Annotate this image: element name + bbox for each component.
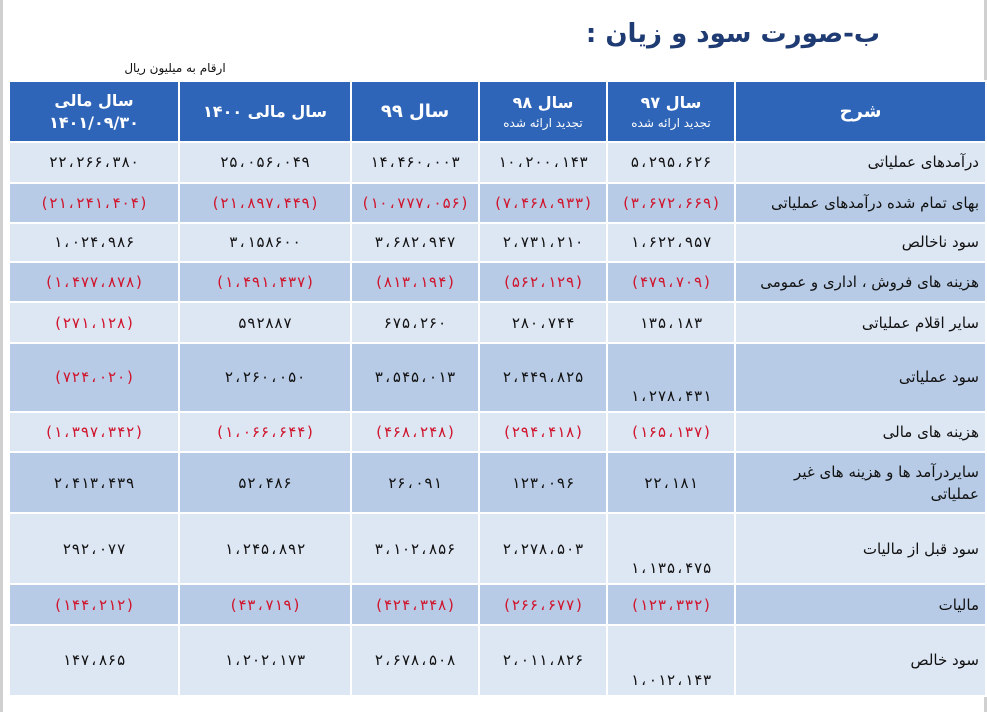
cell-y1401: ۲۹۲،۰۷۷ [8, 512, 180, 586]
cell-y1401: (۱،۳۹۷،۳۴۲) [8, 410, 180, 454]
cell-y99: (۴۶۸،۲۴۸) [350, 410, 480, 454]
cell-y1401: ۲،۴۱۳،۴۳۹ [8, 451, 180, 515]
cell-y99: (۴۲۴،۳۴۸) [350, 583, 480, 626]
cell-y1400: ۵۲،۴۸۶ [178, 451, 352, 515]
cell-y97: (۱۶۵،۱۳۷) [606, 410, 736, 454]
cell-y1401: (۷۲۴،۰۲۰) [8, 341, 180, 413]
cell-y99: ۱۴،۴۶۰،۰۰۳ [350, 141, 480, 184]
row-label: سود خالص [734, 623, 987, 698]
cell-y97: ۱،۰۱۲،۱۴۳ [606, 623, 736, 698]
cell-y99: ۲۶،۰۹۱ [350, 451, 480, 515]
cell-y98: ۱۰،۲۰۰،۱۴۳ [478, 141, 608, 184]
header-row: شرح سال ۹۷ تجدید ارائه شده سال ۹۸ تجدید … [8, 80, 987, 143]
row-label: سایر اقلام عملیاتی [734, 301, 987, 344]
cell-y98: ۲۸۰،۷۴۴ [478, 301, 608, 344]
cell-y1401: (۱،۴۷۷،۸۷۸) [8, 260, 180, 304]
row-label: بهای تمام شده درآمدهای عملیاتی [734, 181, 987, 225]
cell-y1400: ۱،۲۴۵،۸۹۲ [178, 512, 352, 586]
table-row: بهای تمام شده درآمدهای عملیاتی (۳،۶۷۲،۶۶۹… [8, 181, 987, 225]
cell-y1401: ۱۴۷،۸۶۵ [8, 623, 180, 698]
cell-y97: (۱۲۳،۳۳۲) [606, 583, 736, 626]
cell-y97: (۴۷۹،۷۰۹) [606, 260, 736, 304]
table-row: هزینه های فروش ، اداری و عمومی (۴۷۹،۷۰۹)(… [8, 260, 987, 304]
page-title: ب-صورت سود و زیان : [585, 19, 880, 49]
cell-y98: (۷،۴۶۸،۹۳۳) [478, 181, 608, 225]
cell-y1400: ۲،۲۶۰،۰۵۰ [178, 341, 352, 413]
header-year-1401: سال مالی ۱۴۰۱/۰۹/۳۰ [8, 80, 180, 143]
table-row: سود خالص ۱،۰۱۲،۱۴۳ ۲،۰۱۱،۸۲۶ ۲،۶۷۸،۵۰۸ ۱،۲۰۲… [8, 623, 987, 698]
row-label: درآمدهای عملیاتی [734, 141, 987, 184]
cell-y97: ۱،۶۲۲،۹۵۷ [606, 222, 736, 263]
cell-y97: ۱،۲۷۸،۴۳۱ [606, 341, 736, 413]
cell-y98: (۵۶۲،۱۲۹) [478, 260, 608, 304]
header-year-97: سال ۹۷ تجدید ارائه شده [606, 80, 736, 143]
cell-y1400: ۱،۲۰۲،۱۷۳ [178, 623, 352, 698]
cell-y1401: (۱۴۴،۲۱۲) [8, 583, 180, 626]
cell-y98: (۲۹۴،۴۱۸) [478, 410, 608, 454]
row-label: هزینه های مالی [734, 410, 987, 454]
cell-y99: ۲،۶۷۸،۵۰۸ [350, 623, 480, 698]
cell-y1400: (۱،۰۶۶،۶۴۴) [178, 410, 352, 454]
cell-y98: ۲،۲۷۸،۵۰۳ [478, 512, 608, 586]
table-row: مالیات (۱۲۳،۳۳۲) (۲۶۶،۶۷۷) (۴۲۴،۳۴۸) (۴۳،۷۱۹… [8, 583, 987, 626]
cell-y1401: ۲۲،۲۶۶،۳۸۰ [8, 141, 180, 184]
cell-y97: (۳،۶۷۲،۶۶۹) [606, 181, 736, 225]
table-row: سود قبل از مالیات ۱،۱۳۵،۴۷۵ ۲،۲۷۸،۵۰۳ ۳،۱۰۲… [8, 512, 987, 586]
cell-y1400: ۵۹۲۸۸۷ [178, 301, 352, 344]
header-year-1400: سال مالی ۱۴۰۰ [178, 80, 352, 143]
cell-y98: (۲۶۶،۶۷۷) [478, 583, 608, 626]
table-row: سایر اقلام عملیاتی ۱۳۵،۱۸۳ ۲۸۰،۷۴۴ ۶۷۵،۲۶۰ ۵… [8, 301, 987, 344]
table-row: سود ناخالص ۱،۶۲۲،۹۵۷ ۲،۷۳۱،۲۱۰ ۳،۶۸۲،۹۴۷ ۳،۱… [8, 222, 987, 263]
cell-y97: ۲۲،۱۸۱ [606, 451, 736, 515]
profit-loss-table: شرح سال ۹۷ تجدید ارائه شده سال ۹۸ تجدید … [8, 80, 987, 698]
header-desc: شرح [734, 80, 987, 143]
cell-y1400: (۴۳،۷۱۹) [178, 583, 352, 626]
cell-y97: ۵،۲۹۵،۶۲۶ [606, 141, 736, 184]
cell-y98: ۲،۰۱۱،۸۲۶ [478, 623, 608, 698]
header-year-99: سال ۹۹ [350, 80, 480, 143]
cell-y99: ۶۷۵،۲۶۰ [350, 301, 480, 344]
cell-y99: ۳،۱۰۲،۸۵۶ [350, 512, 480, 586]
cell-y99: (۸۱۳،۱۹۴) [350, 260, 480, 304]
row-label: سایردرآمد ها و هزینه های غیر عملیاتی [734, 451, 987, 515]
cell-y1401: ۱،۰۲۴،۹۸۶ [8, 222, 180, 263]
cell-y1400: ۲۵،۰۵۶،۰۴۹ [178, 141, 352, 184]
row-label: هزینه های فروش ، اداری و عمومی [734, 260, 987, 304]
cell-y98: ۲،۷۳۱،۲۱۰ [478, 222, 608, 263]
cell-y1401: (۲۱،۲۴۱،۴۰۴) [8, 181, 180, 225]
cell-y1400: (۱،۴۹۱،۴۳۷) [178, 260, 352, 304]
row-label: مالیات [734, 583, 987, 626]
cell-y99: (۱۰،۷۷۷،۰۵۶) [350, 181, 480, 225]
page-frame-left [0, 0, 3, 712]
cell-y97: ۱۳۵،۱۸۳ [606, 301, 736, 344]
table-row: درآمدهای عملیاتی ۵،۲۹۵،۶۲۶ ۱۰،۲۰۰،۱۴۳ ۱۴،۴۶… [8, 141, 987, 184]
cell-y1400: ۳،۱۵۸۶۰۰ [178, 222, 352, 263]
header-year-98: سال ۹۸ تجدید ارائه شده [478, 80, 608, 143]
row-label: سود ناخالص [734, 222, 987, 263]
cell-y1400: (۲۱،۸۹۷،۴۴۹) [178, 181, 352, 225]
cell-y1401: (۲۷۱،۱۲۸) [8, 301, 180, 344]
table-row: هزینه های مالی (۱۶۵،۱۳۷) (۲۹۴،۴۱۸) (۴۶۸،۲۴۸… [8, 410, 987, 454]
row-label: سود قبل از مالیات [734, 512, 987, 586]
unit-note: ارقام به میلیون ریال [124, 61, 226, 75]
cell-y98: ۱۲۳،۰۹۶ [478, 451, 608, 515]
cell-y98: ۲،۴۴۹،۸۲۵ [478, 341, 608, 413]
row-label: سود عملیاتی [734, 341, 987, 413]
table-row: سایردرآمد ها و هزینه های غیر عملیاتی ۲۲،۱… [8, 451, 987, 515]
table-row: سود عملیاتی ۱،۲۷۸،۴۳۱ ۲،۴۴۹،۸۲۵ ۳،۵۴۵،۰۱۳ ۲،… [8, 341, 987, 413]
cell-y97: ۱،۱۳۵،۴۷۵ [606, 512, 736, 586]
cell-y99: ۳،۵۴۵،۰۱۳ [350, 341, 480, 413]
cell-y99: ۳،۶۸۲،۹۴۷ [350, 222, 480, 263]
